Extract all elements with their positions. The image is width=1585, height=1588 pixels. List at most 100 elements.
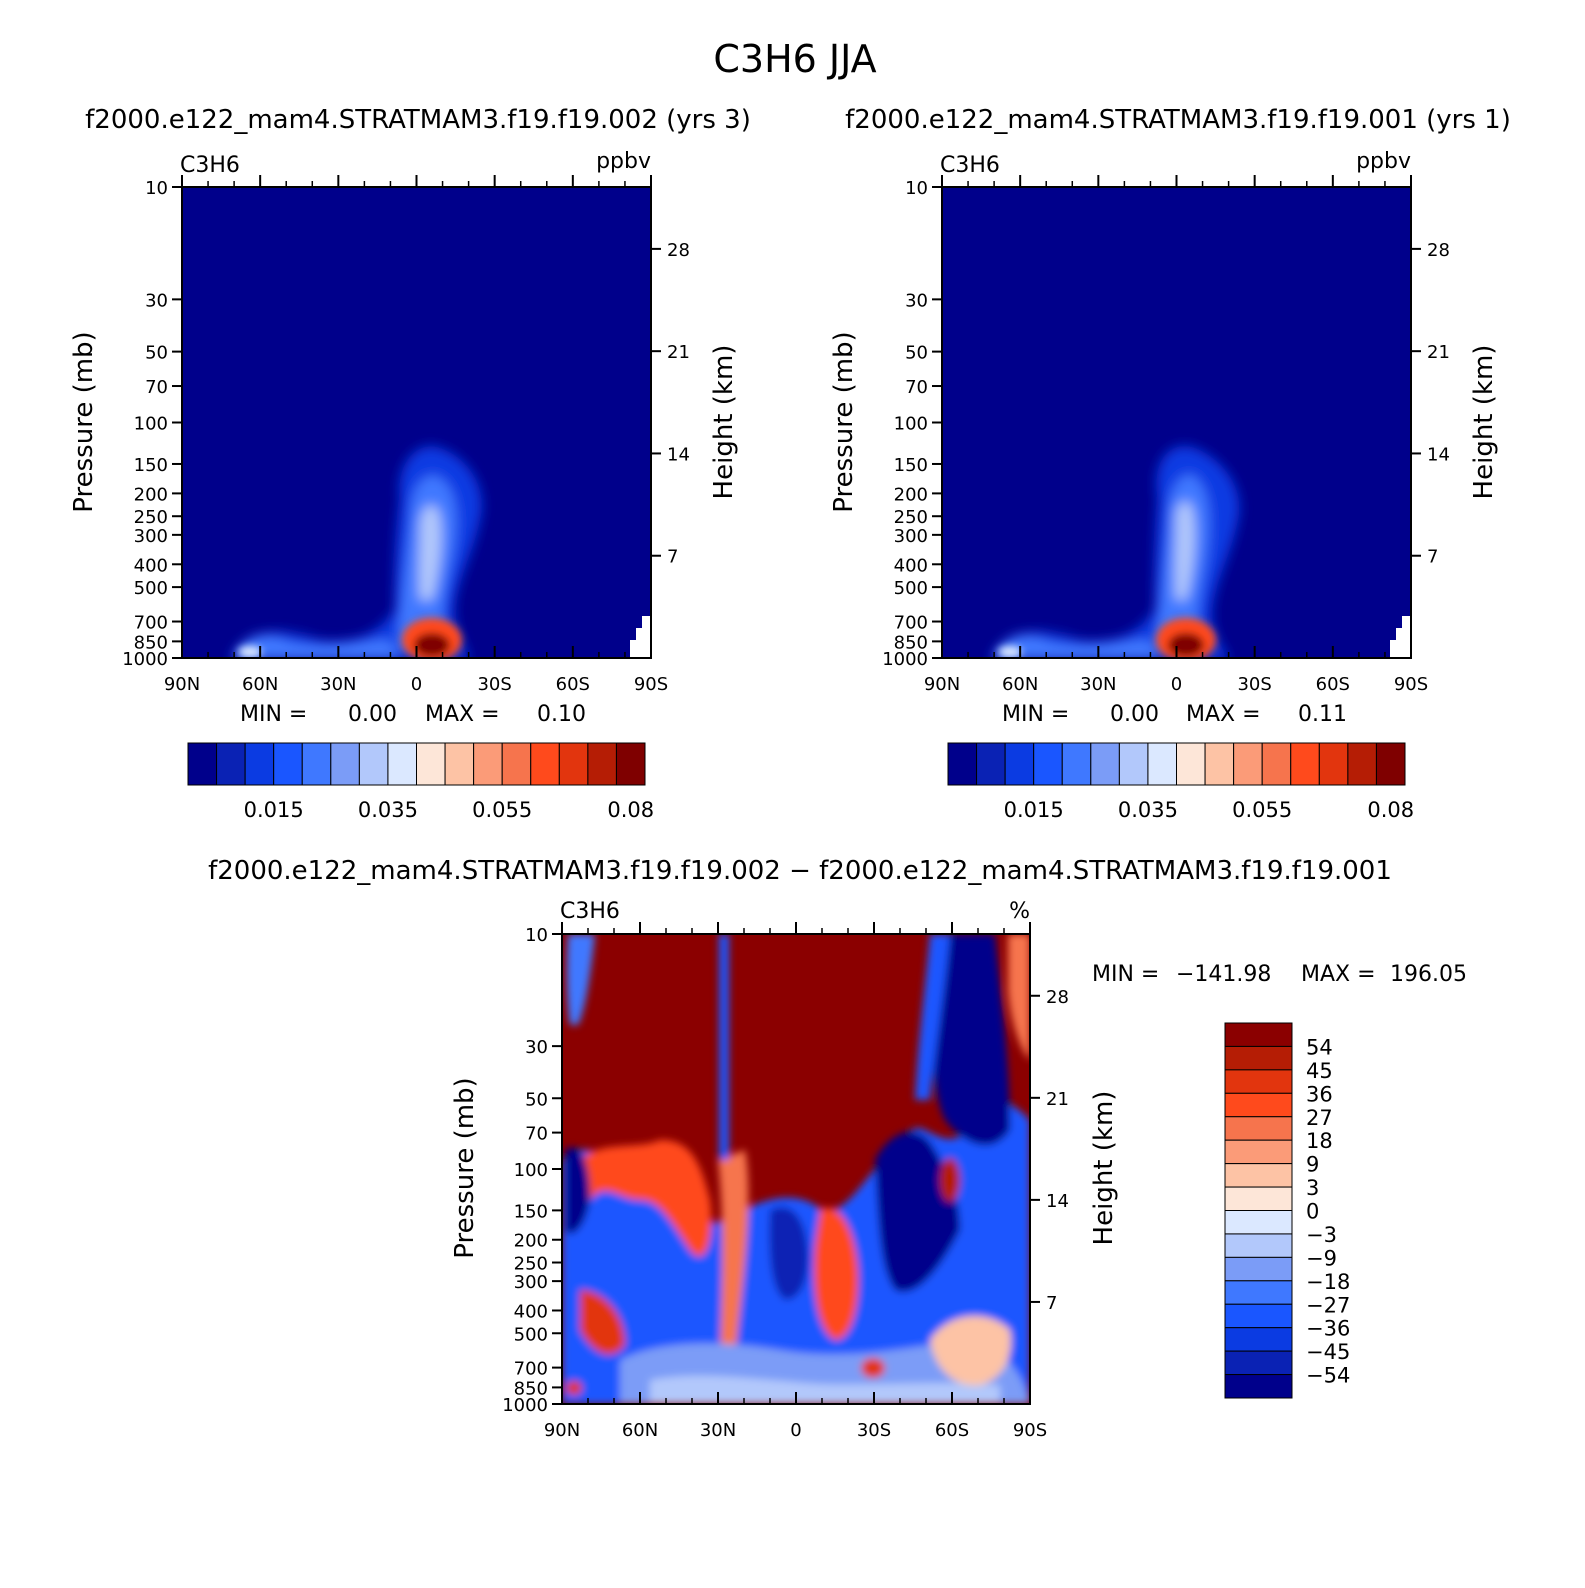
x-tick-label: 90N — [924, 674, 960, 695]
panel-2-plume-inner — [1175, 501, 1195, 600]
colorbar-swatch — [501, 742, 532, 786]
colorbar-swatch — [1224, 1139, 1293, 1165]
colorbar-swatch — [1224, 1327, 1293, 1352]
colorbar-swatch — [1224, 1069, 1293, 1094]
x-tick-label: 0 — [790, 1420, 801, 1441]
panel-1-header: f2000.e122_mam4.STRATMAM3.f19.f19.002 (y… — [85, 105, 751, 135]
y-tick-label: 200 — [514, 1231, 548, 1252]
colorbar-swatch — [1090, 742, 1120, 786]
colorbar-swatch — [1224, 1256, 1293, 1282]
colorbar-swatch — [416, 742, 446, 786]
panel-2-var-label: C3H6 — [940, 153, 1000, 178]
panel-3-ylabel-right: Height (km) — [1089, 1091, 1119, 1246]
colorbar-tick-label: 0.08 — [607, 798, 654, 822]
panel-3-blue-column-30n — [719, 934, 729, 1160]
y-tick-label: 400 — [134, 555, 168, 576]
x-tick-label: 60S — [935, 1420, 969, 1441]
panel-1-axes: 1030507010015020025030040050070085010002… — [122, 175, 690, 695]
colorbar-tick-label: 0.015 — [244, 798, 304, 822]
colorbar-swatch — [1224, 1022, 1293, 1047]
colorbar-swatch — [1347, 742, 1377, 786]
colorbar-swatch — [1118, 742, 1149, 786]
y-tick-label: 300 — [894, 526, 928, 547]
panel-2-max-core — [1168, 633, 1204, 657]
y-tick-label: 200 — [134, 484, 168, 505]
panel-3-blue-column-60s-edge — [915, 934, 950, 1100]
colorbar-tick-label: −3 — [1306, 1223, 1337, 1247]
x-tick-label: 30N — [700, 1420, 736, 1441]
y-tick-label: 10 — [905, 178, 928, 199]
panel-3-orange-lower-left — [580, 1290, 625, 1355]
y-tick-label: 10 — [525, 925, 548, 946]
colorbar-swatch — [216, 742, 246, 786]
y-right-tick-label: 21 — [1427, 342, 1450, 363]
panel-1-field — [182, 187, 651, 658]
colorbar-swatch — [244, 742, 275, 786]
colorbar-tick-label: 0.055 — [472, 798, 532, 822]
panel-1-surface-spot — [238, 646, 262, 658]
colorbar-swatch — [615, 742, 646, 786]
x-tick-label: 90S — [634, 674, 668, 695]
colorbar-tick-label: −27 — [1306, 1293, 1350, 1317]
x-tick-label: 30S — [857, 1420, 891, 1441]
y-tick-label: 500 — [894, 578, 928, 599]
y-tick-label: 150 — [514, 1201, 548, 1222]
panel-1-max-core — [414, 633, 450, 657]
colorbar-swatch — [1261, 742, 1292, 786]
colorbar-swatch — [1224, 1186, 1293, 1211]
y-right-tick-label: 14 — [1427, 444, 1450, 465]
y-right-tick-label: 21 — [667, 342, 690, 363]
panel-2-missing-region — [1390, 616, 1411, 658]
y-tick-label: 50 — [525, 1089, 548, 1110]
colorbar-swatch — [273, 742, 303, 786]
y-right-tick-label: 7 — [1427, 547, 1438, 568]
figure-title: C3H6 JJA — [713, 37, 876, 81]
colorbar-swatch — [587, 742, 617, 786]
y-tick-label: 250 — [514, 1254, 548, 1275]
panel-3-ylabel: Pressure (mb) — [450, 1077, 480, 1258]
y-tick-label: 100 — [134, 414, 168, 435]
y-tick-label: 50 — [145, 343, 168, 364]
y-tick-label: 500 — [514, 1324, 548, 1345]
panel-2-ylabel: Pressure (mb) — [829, 331, 859, 512]
panel-2-min-value: 0.00 — [1110, 702, 1159, 727]
colorbar-tick-label: 0 — [1306, 1200, 1319, 1224]
panel-3-min-value: −141.98 — [1176, 962, 1271, 987]
panel-1-ylabel-right: Height (km) — [709, 345, 739, 500]
colorbar-swatch — [1224, 1374, 1293, 1399]
x-tick-label: 30S — [1237, 674, 1271, 695]
colorbar-tick-label: 0.08 — [1367, 798, 1414, 822]
panel-3-red-spot-30s — [861, 1358, 885, 1378]
panel-2-ylabel-right: Height (km) — [1469, 345, 1499, 500]
y-tick-label: 100 — [894, 414, 928, 435]
panel-2-max-label: MAX = — [1186, 702, 1261, 727]
panel-3-field — [562, 934, 1030, 1404]
colorbar-tick-label: 0.055 — [1232, 798, 1292, 822]
colorbar-tick-label: 36 — [1306, 1082, 1333, 1106]
x-tick-label: 30N — [1080, 674, 1116, 695]
colorbar-swatch — [1224, 1303, 1293, 1329]
panel-1-missing-region — [630, 616, 651, 658]
y-tick-label: 250 — [134, 507, 168, 528]
panel-3-axes: 1030507010015020025030040050070085010002… — [502, 922, 1069, 1441]
colorbar-swatch — [1233, 742, 1263, 786]
panel-3-pale-blue-lower — [650, 1375, 1000, 1404]
y-right-tick-label: 7 — [667, 547, 678, 568]
panel-1-ylabel: Pressure (mb) — [69, 331, 99, 512]
y-tick-label: 850 — [514, 1378, 548, 1399]
colorbar-tick-label: 27 — [1306, 1106, 1333, 1130]
colorbar-tick-label: 0.015 — [1004, 798, 1064, 822]
colorbar-swatch — [558, 742, 589, 786]
colorbar-swatch — [473, 742, 503, 786]
panel-2-units: ppbv — [1356, 149, 1411, 174]
panel-1-var-label: C3H6 — [180, 153, 240, 178]
panel-2: 1030507010015020025030040050070085010002… — [829, 149, 1499, 822]
x-tick-label: 90S — [1394, 674, 1428, 695]
colorbar-swatch — [1224, 1233, 1293, 1258]
panel-3-orange-patch-90s — [1008, 934, 1030, 1060]
y-right-tick-label: 28 — [1046, 987, 1069, 1008]
colorbar-swatch — [1224, 1092, 1293, 1118]
y-right-tick-label: 28 — [1427, 240, 1450, 261]
y-tick-label: 700 — [514, 1359, 548, 1380]
colorbar-tick-label: −9 — [1306, 1246, 1337, 1270]
